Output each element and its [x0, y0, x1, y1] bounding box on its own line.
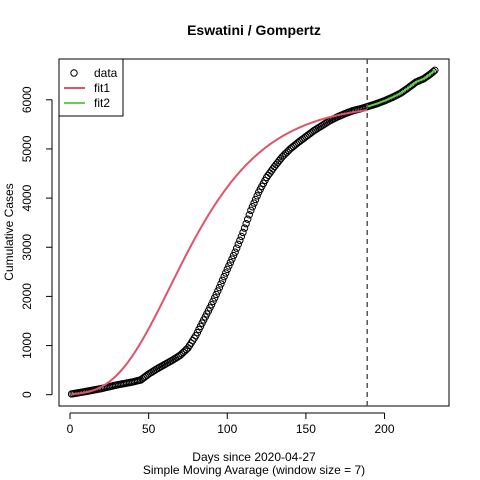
- data-point: [231, 248, 239, 256]
- legend-fit1-label: fit1: [94, 81, 110, 95]
- series-fit1: [71, 109, 368, 396]
- fit1-line: [71, 109, 368, 396]
- data-point: [429, 67, 437, 76]
- data-point: [209, 297, 217, 306]
- data-point: [264, 171, 272, 179]
- data-point: [226, 258, 235, 267]
- data-point: [217, 280, 225, 288]
- data-point: [431, 66, 439, 75]
- data-point: [245, 211, 253, 219]
- legend-data-label: data: [94, 66, 118, 80]
- legend: data fit1 fit2: [58, 58, 124, 117]
- y-tick-label: 2000: [20, 283, 34, 310]
- data-point: [221, 269, 230, 277]
- data-point: [214, 287, 222, 295]
- y-axis: 0 1000 2000 3000 4000 5000 6000: [20, 86, 53, 398]
- y-tick-label: 4000: [20, 184, 34, 211]
- y-tick-label: 3000: [20, 234, 34, 261]
- y-tick-label: 1000: [20, 332, 34, 359]
- data-point: [239, 228, 247, 237]
- data-point: [240, 224, 249, 232]
- data-point: [215, 283, 224, 292]
- y-tick-label: 0: [20, 391, 34, 398]
- data-point: [225, 262, 233, 270]
- legend-fit2-label: fit2: [94, 96, 110, 110]
- x-axis-sublabel: Simple Moving Avarage (window size = 7): [143, 463, 365, 477]
- data-point: [267, 167, 275, 175]
- data-point: [242, 219, 250, 228]
- data-point: [228, 255, 236, 263]
- chart-title: Eswatini / Gompertz: [187, 22, 321, 38]
- data-point: [218, 276, 227, 284]
- data-point: [247, 206, 255, 215]
- data-point: [253, 192, 261, 200]
- data-point: [207, 301, 216, 309]
- x-tick-label: 0: [67, 422, 74, 436]
- legend-data-marker: [70, 69, 78, 77]
- x-axis-label: Days since 2020-04-27: [192, 450, 316, 464]
- x-tick-label: 150: [296, 422, 316, 436]
- fit2-line: [366, 69, 436, 108]
- data-point: [237, 232, 246, 241]
- x-tick-label: 50: [142, 422, 156, 436]
- data-point: [236, 236, 244, 245]
- x-tick-label: 100: [217, 422, 237, 436]
- data-point: [244, 215, 252, 223]
- data-point: [250, 199, 258, 207]
- data-point: [248, 203, 257, 211]
- data-point: [220, 272, 228, 281]
- y-tick-label: 5000: [20, 135, 34, 162]
- data-point: [212, 290, 220, 299]
- series-data: [67, 66, 439, 398]
- data-point: [266, 169, 274, 177]
- data-point: [210, 294, 219, 302]
- plot-frame: [58, 58, 450, 407]
- x-tick-label: 200: [375, 422, 395, 436]
- data-point: [233, 244, 241, 252]
- data-point: [251, 195, 260, 204]
- y-axis-label: Cumulative Cases: [2, 183, 16, 280]
- series-fit2: [366, 69, 436, 108]
- data-point: [223, 265, 231, 274]
- y-tick-label: 6000: [20, 86, 34, 113]
- data-point: [234, 240, 242, 248]
- data-point: [229, 251, 238, 260]
- x-axis: 0 50 100 150 200: [67, 412, 395, 436]
